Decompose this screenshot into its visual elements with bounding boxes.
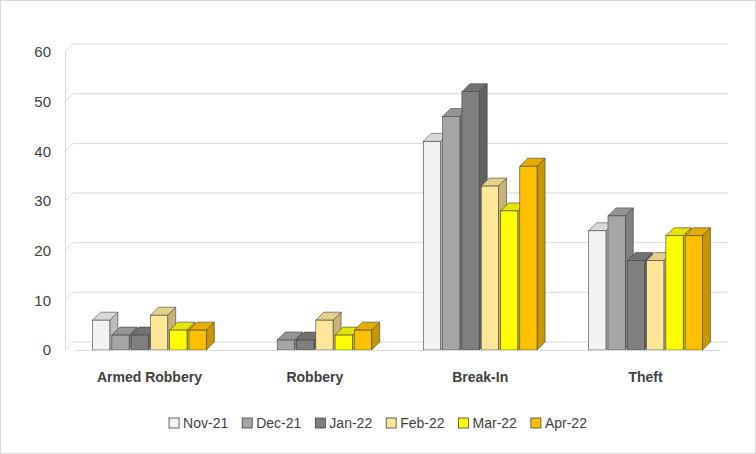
- x-tick-label: Theft: [628, 369, 663, 385]
- y-tick-label: 60: [34, 43, 51, 60]
- bar: [354, 330, 371, 350]
- bar: [170, 330, 187, 350]
- bar-top: [150, 307, 175, 315]
- y-tick: 10: [34, 292, 65, 309]
- x-tick-label: Armed Robbery: [97, 369, 202, 385]
- bar-top: [316, 312, 341, 320]
- y-axis: 0 10 20 30 40 50 60: [34, 43, 65, 358]
- x-tick: Armed Robbery: [97, 350, 202, 385]
- legend-item: Apr-22: [531, 415, 587, 431]
- bar: [93, 320, 110, 350]
- bar: [666, 236, 683, 350]
- bar: [335, 335, 352, 350]
- x-axis-line: [76, 350, 721, 351]
- bar: [277, 340, 294, 350]
- bar-top: [189, 322, 214, 330]
- bar: [685, 236, 702, 350]
- bar: [647, 261, 664, 350]
- y-tick: 50: [34, 93, 65, 110]
- legend-label: Mar-22: [473, 415, 518, 431]
- legend-item: Dec-21: [242, 415, 301, 431]
- bar: [627, 261, 644, 350]
- bar-side: [537, 158, 545, 350]
- bars: [93, 84, 711, 350]
- legend-swatch: [169, 418, 179, 428]
- y-tick: 0: [43, 341, 65, 358]
- y-tick-label: 0: [43, 341, 51, 358]
- grid-line: [65, 94, 728, 102]
- grid: [65, 44, 728, 350]
- bar-3d: [520, 158, 545, 350]
- legend-swatch: [531, 418, 541, 428]
- x-tick-label: Robbery: [286, 369, 343, 385]
- bar-top: [520, 158, 545, 166]
- x-tick: Robbery: [286, 350, 343, 385]
- bar-top: [462, 84, 487, 92]
- legend-item: Mar-22: [459, 415, 518, 431]
- bar: [423, 141, 440, 350]
- y-axis-line: [65, 53, 66, 351]
- y-tick-label: 20: [34, 242, 51, 259]
- bar: [297, 340, 314, 350]
- legend-label: Feb-22: [400, 415, 445, 431]
- x-tick: Break-In: [452, 350, 508, 385]
- bar: [443, 117, 460, 350]
- bar: [589, 231, 606, 350]
- x-tick-label: Break-In: [452, 369, 508, 385]
- grid-line: [65, 193, 728, 201]
- legend-swatch: [459, 418, 469, 428]
- chart: 0 10 20 30 40 50 60 Armed Robbery Robbery Break-I…: [0, 0, 756, 454]
- legend-swatch: [242, 418, 252, 428]
- bar: [316, 320, 333, 350]
- legend-item: Feb-22: [386, 415, 445, 431]
- bar: [462, 92, 479, 350]
- y-tick-label: 30: [34, 192, 51, 209]
- bar: [112, 335, 129, 350]
- y-tick: 40: [34, 143, 65, 160]
- legend-swatch: [315, 418, 325, 428]
- bar-top: [685, 228, 710, 236]
- legend-label: Jan-22: [329, 415, 372, 431]
- legend-label: Apr-22: [545, 415, 587, 431]
- bar: [189, 330, 206, 350]
- y-tick: 30: [34, 192, 65, 209]
- legend-item: Nov-21: [169, 415, 228, 431]
- legend-label: Nov-21: [183, 415, 228, 431]
- bar: [150, 315, 167, 350]
- legend-item: Jan-22: [315, 415, 372, 431]
- grid-line: [65, 143, 728, 151]
- grid-line: [65, 44, 728, 52]
- legend-swatch: [386, 418, 396, 428]
- x-tick: Theft: [628, 350, 663, 385]
- legend: Nov-21 Dec-21 Jan-22 Feb-22 Mar-22 Apr-22: [169, 415, 587, 431]
- bar-3d: [354, 322, 379, 350]
- x-axis: Armed Robbery Robbery Break-In Theft: [76, 350, 721, 385]
- y-tick: 20: [34, 242, 65, 259]
- bar-3d: [685, 228, 710, 350]
- bar: [481, 186, 498, 350]
- bar-side: [702, 228, 710, 350]
- bar: [500, 211, 517, 350]
- bar: [608, 216, 625, 350]
- legend-label: Dec-21: [256, 415, 301, 431]
- bar-top: [481, 178, 506, 186]
- y-tick-label: 50: [34, 93, 51, 110]
- y-tick: 60: [34, 43, 65, 60]
- y-tick-label: 40: [34, 143, 51, 160]
- bar-top: [608, 208, 633, 216]
- bar: [131, 335, 148, 350]
- bar-3d: [189, 322, 214, 350]
- chart-frame: [1, 1, 756, 454]
- bar: [520, 166, 537, 350]
- bar-top: [354, 322, 379, 330]
- y-tick-label: 10: [34, 292, 51, 309]
- bar-top: [93, 312, 118, 320]
